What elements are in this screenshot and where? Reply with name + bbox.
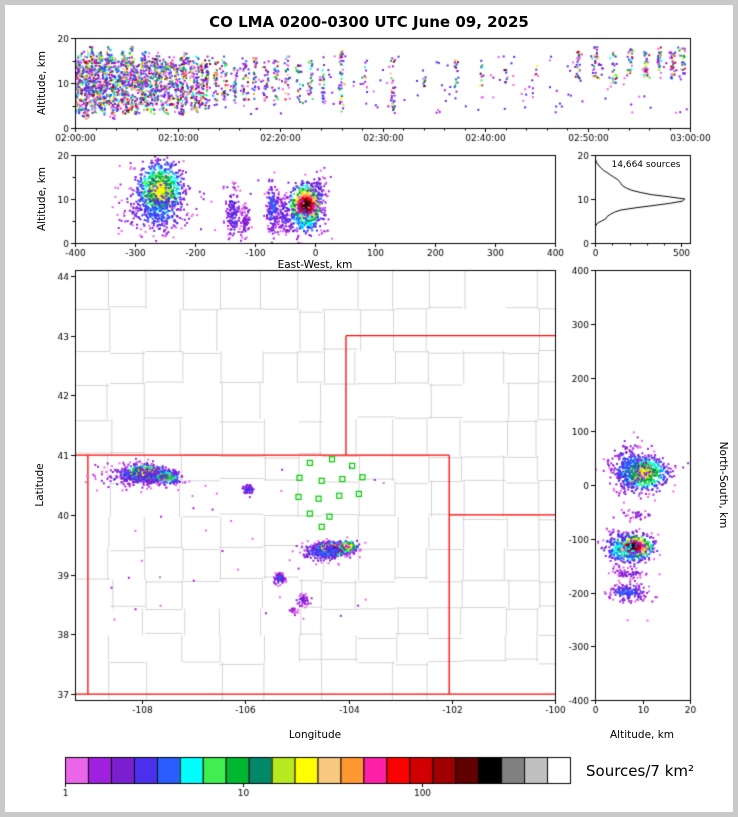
ew-height-ylabel: Altitude, km xyxy=(36,166,48,232)
figure-title: CO LMA 0200-0300 UTC June 09, 2025 xyxy=(209,13,529,31)
source-count-annotation: 14,664 sources xyxy=(611,160,681,170)
ns-height-ylabel: North-South, km xyxy=(717,441,729,529)
map-xlabel: Longitude xyxy=(288,729,342,741)
colorbar-label: Sources/7 km² xyxy=(586,762,695,780)
map-ylabel: Latitude xyxy=(34,463,46,507)
time-height-ylabel: Altitude, km xyxy=(36,50,48,116)
ew-height-xlabel: East-West, km xyxy=(277,259,353,271)
ns-height-xlabel: Altitude, km xyxy=(609,729,675,741)
